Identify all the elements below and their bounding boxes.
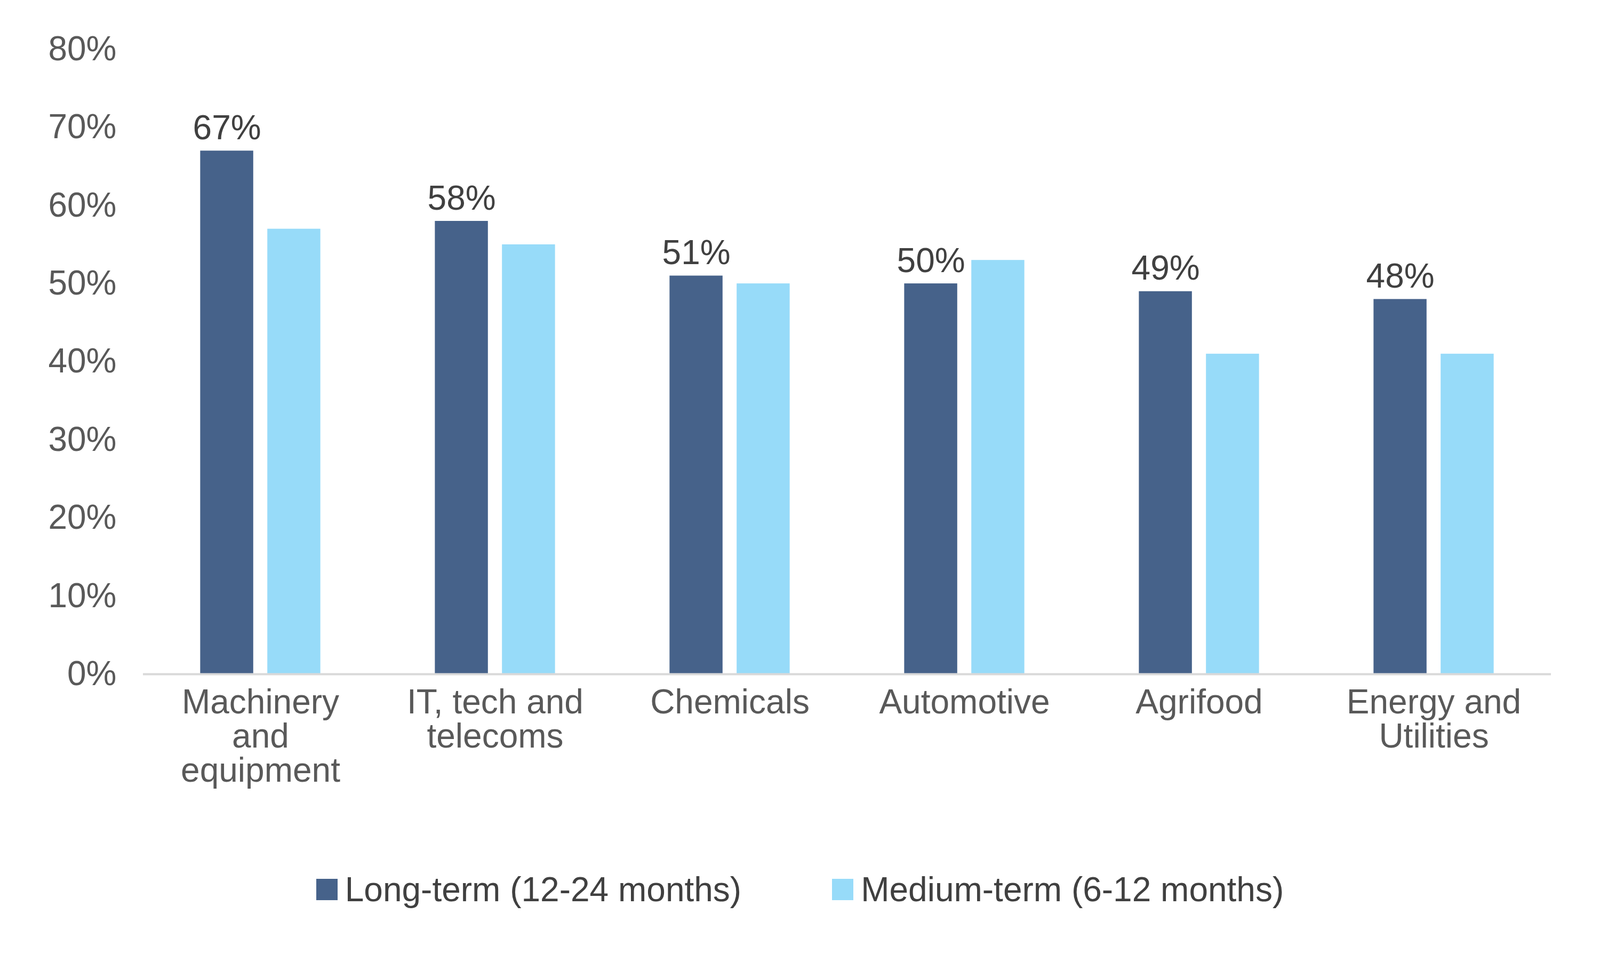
svg-text:Chemicals: Chemicals <box>650 682 810 721</box>
svg-text:10%: 10% <box>48 576 117 615</box>
svg-text:70%: 70% <box>48 107 117 146</box>
svg-text:30%: 30% <box>48 419 117 459</box>
svg-text:60%: 60% <box>48 185 117 224</box>
svg-text:Machineryandequipment: Machineryandequipment <box>180 682 341 789</box>
html-text:Medium-term (6-12 months): Medium-term (6-12 months) <box>860 869 1284 909</box>
svg-text:51%: 51% <box>662 233 731 272</box>
svg-text:58%: 58% <box>427 178 496 218</box>
svg-text:Automotive: Automotive <box>878 682 1050 721</box>
svg-text:20%: 20% <box>48 497 117 536</box>
svg-text:40%: 40% <box>48 341 117 380</box>
svg-text:48%: 48% <box>1366 256 1435 295</box>
svg-text:50%: 50% <box>897 241 966 280</box>
svg-text:80%: 80% <box>48 29 117 68</box>
svg-text:Agrifood: Agrifood <box>1135 682 1263 721</box>
svg-text:50%: 50% <box>48 263 117 302</box>
svg-text:49%: 49% <box>1131 248 1200 287</box>
svg-text:67%: 67% <box>193 108 262 147</box>
svg-text:Energy andUtilities: Energy andUtilities <box>1346 682 1522 755</box>
svg-text:IT, tech andtelecoms: IT, tech andtelecoms <box>406 682 584 755</box>
svg-text:0%: 0% <box>67 653 117 693</box>
html-text:Long-term (12-24 months): Long-term (12-24 months) <box>344 869 742 909</box>
